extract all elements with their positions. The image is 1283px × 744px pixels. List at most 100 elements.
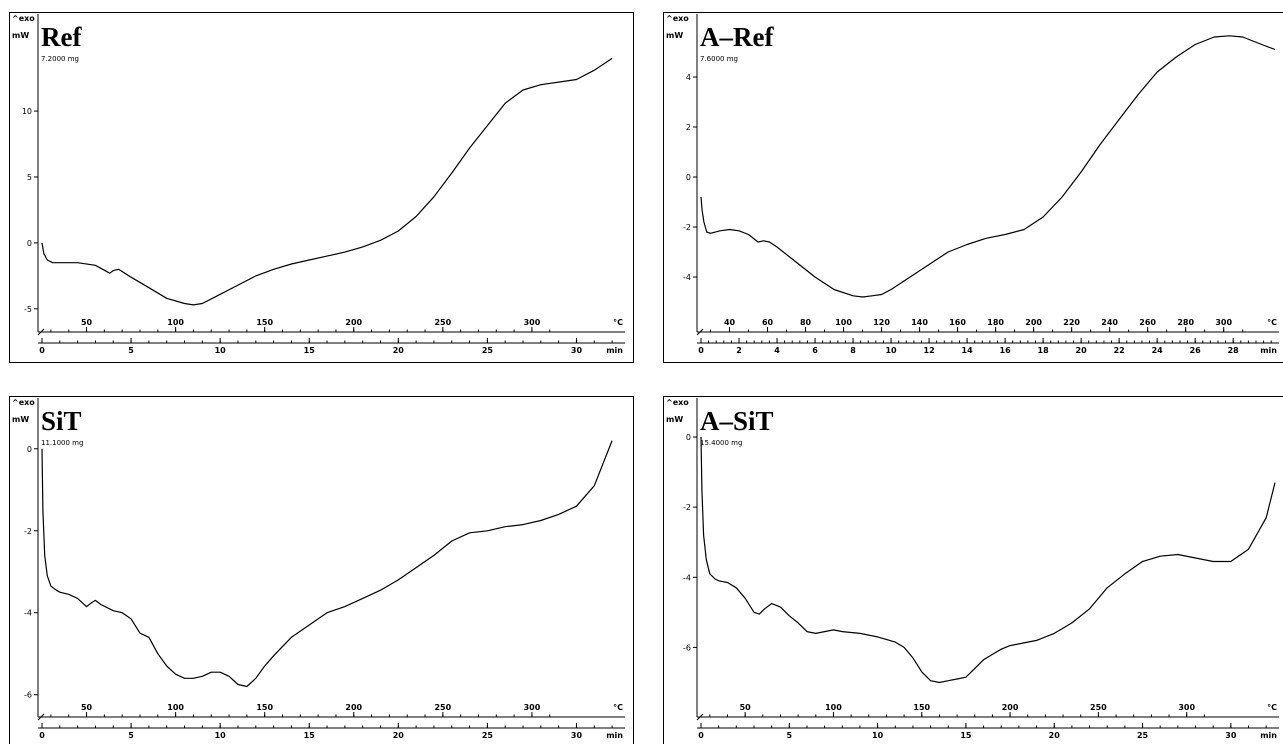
time-tick-label: 12 <box>924 346 935 355</box>
y-tick-label: -2 <box>683 503 691 512</box>
temp-tick-label: 100 <box>825 703 842 712</box>
y-tick-label: -6 <box>683 643 691 652</box>
time-tick-label: 8 <box>850 346 856 355</box>
axis-break-mark <box>696 713 704 721</box>
temp-tick-label: 300 <box>524 318 541 327</box>
time-tick-label: 22 <box>1114 346 1125 355</box>
dsc-curve <box>41 57 613 306</box>
panel-frame <box>9 396 634 744</box>
time-tick-label: 26 <box>1190 346 1202 355</box>
time-tick-label: 10 <box>872 731 884 740</box>
y-tick-label: -4 <box>683 573 691 582</box>
time-tick-label: 20 <box>393 346 405 355</box>
temp-tick-label: 120 <box>873 318 890 327</box>
time-tick-label: 5 <box>787 731 793 740</box>
time-tick-label: 5 <box>128 346 134 355</box>
time-tick-label: 10 <box>215 731 227 740</box>
y-tick-label: 0 <box>27 445 32 454</box>
axis-break-mark <box>37 328 45 336</box>
y-tick-label: -5 <box>24 305 32 314</box>
temp-unit-label: °C <box>613 318 623 327</box>
exo-label: ^exo <box>666 14 689 23</box>
time-tick-label: 5 <box>128 731 134 740</box>
temp-tick-label: 140 <box>911 318 928 327</box>
temp-tick-label: 200 <box>345 318 362 327</box>
temp-tick-label: 300 <box>1215 318 1232 327</box>
axis-break-mark <box>37 713 45 721</box>
temp-unit-label: °C <box>613 703 623 712</box>
time-unit-label: min <box>606 731 623 740</box>
temp-tick-label: 300 <box>1178 703 1195 712</box>
temp-tick-label: 100 <box>167 318 184 327</box>
time-tick-label: 0 <box>39 731 45 740</box>
y-unit-label: mW <box>12 31 29 40</box>
temp-unit-label: °C <box>1267 318 1277 327</box>
panel-frame <box>663 396 1283 744</box>
temp-tick-label: 260 <box>1139 318 1156 327</box>
time-tick-label: 0 <box>698 731 704 740</box>
y-tick-label: 5 <box>27 173 32 182</box>
time-tick-label: 15 <box>304 346 316 355</box>
time-tick-label: 30 <box>571 731 583 740</box>
y-tick-label: 0 <box>686 433 691 442</box>
dsc-curve <box>700 35 1276 298</box>
temp-tick-label: 40 <box>724 318 736 327</box>
time-tick-label: 14 <box>962 346 974 355</box>
temp-tick-label: 250 <box>1090 703 1107 712</box>
time-unit-label: min <box>1260 731 1277 740</box>
sample-title: A–SiT <box>700 406 774 436</box>
exo-label: ^exo <box>12 14 35 23</box>
axis-break-mark <box>696 328 704 336</box>
temp-tick-label: 200 <box>345 703 362 712</box>
y-tick-label: 4 <box>686 73 691 82</box>
time-tick-label: 18 <box>1038 346 1050 355</box>
temp-tick-label: 150 <box>913 703 930 712</box>
time-tick-label: 2 <box>736 346 742 355</box>
time-tick-label: 30 <box>1225 731 1237 740</box>
y-tick-label: -2 <box>683 223 691 232</box>
temp-tick-label: 50 <box>81 318 93 327</box>
temp-tick-label: 240 <box>1101 318 1118 327</box>
y-tick-label: -4 <box>683 273 691 282</box>
exo-label: ^exo <box>666 398 689 407</box>
y-tick-label: -2 <box>24 527 32 536</box>
panel-frame <box>663 12 1283 363</box>
y-unit-label: mW <box>666 31 683 40</box>
temp-tick-label: 60 <box>762 318 774 327</box>
temp-tick-label: 250 <box>434 318 451 327</box>
temp-tick-label: 200 <box>1025 318 1042 327</box>
temp-tick-label: 280 <box>1177 318 1194 327</box>
time-tick-label: 25 <box>1137 731 1149 740</box>
time-tick-label: 10 <box>885 346 897 355</box>
time-tick-label: 20 <box>1076 346 1088 355</box>
sample-mass: 7.6000 mg <box>700 55 738 63</box>
y-tick-label: 2 <box>686 123 691 132</box>
temp-tick-label: 160 <box>949 318 966 327</box>
temp-tick-label: 80 <box>800 318 812 327</box>
dsc-curve <box>700 436 1276 684</box>
sample-mass: 7.2000 mg <box>41 55 79 63</box>
temp-tick-label: 100 <box>835 318 852 327</box>
y-unit-label: mW <box>666 415 683 424</box>
temp-tick-label: 200 <box>1002 703 1019 712</box>
time-tick-label: 15 <box>960 731 972 740</box>
temp-tick-label: 100 <box>167 703 184 712</box>
temp-tick-label: 50 <box>81 703 93 712</box>
y-tick-label: -6 <box>24 691 32 700</box>
y-tick-label: 10 <box>22 107 32 116</box>
time-tick-label: 25 <box>482 346 494 355</box>
y-tick-label: 0 <box>686 173 691 182</box>
time-tick-label: 28 <box>1228 346 1240 355</box>
time-unit-label: min <box>1260 346 1277 355</box>
time-tick-label: 24 <box>1152 346 1164 355</box>
time-tick-label: 4 <box>774 346 780 355</box>
sample-mass: 11.1000 mg <box>41 439 83 447</box>
y-unit-label: mW <box>12 415 29 424</box>
time-tick-label: 16 <box>1000 346 1012 355</box>
time-tick-label: 20 <box>393 731 405 740</box>
